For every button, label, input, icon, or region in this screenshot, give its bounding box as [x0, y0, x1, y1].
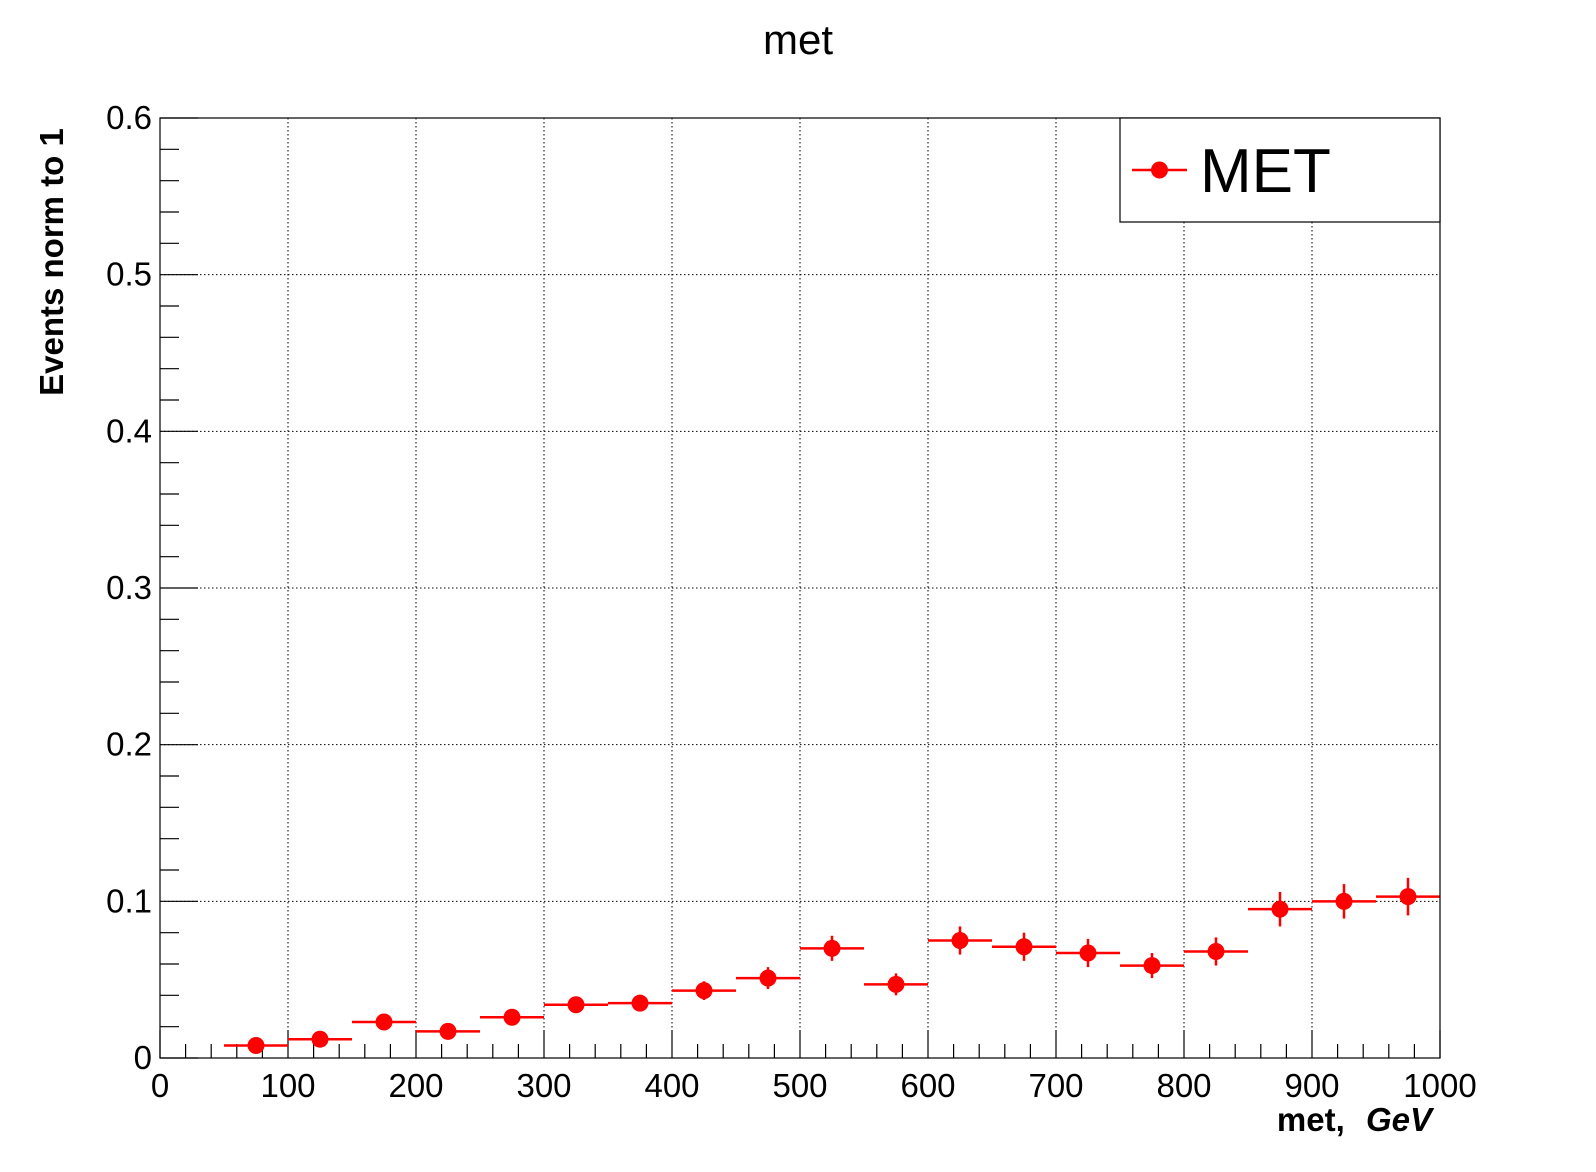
data-point-marker	[951, 932, 969, 949]
x-tick-label: 300	[516, 1067, 571, 1104]
y-tick-label: 0.1	[106, 882, 152, 919]
data-point	[608, 994, 672, 1012]
legend-marker-dot	[1151, 161, 1168, 179]
data-point-marker	[503, 1008, 521, 1026]
legend-entry-met: MET	[1200, 137, 1331, 206]
data-point-marker	[247, 1036, 265, 1054]
y-tick-label: 0.3	[106, 569, 152, 606]
data-point	[1120, 953, 1184, 979]
x-axis-label: met, GeV	[1277, 1101, 1435, 1138]
x-tick-label: 400	[644, 1067, 699, 1104]
x-axis-label-unit: GeV	[1366, 1101, 1435, 1138]
data-point	[1056, 938, 1120, 968]
data-point	[416, 1022, 480, 1040]
x-tick-label: 100	[260, 1067, 315, 1104]
data-point-marker	[311, 1030, 329, 1048]
data-point	[992, 932, 1056, 961]
data-point	[1248, 891, 1312, 927]
data-point	[224, 1036, 288, 1054]
data-point-marker	[1079, 944, 1097, 962]
data-point	[1312, 884, 1376, 919]
legend: MET	[1119, 117, 1441, 223]
data-point-marker	[567, 996, 585, 1014]
data-point	[736, 967, 800, 990]
data-point-marker	[1015, 938, 1033, 956]
x-tick-label: 600	[900, 1067, 955, 1104]
data-point-marker	[375, 1013, 393, 1031]
y-tick-label: 0.4	[106, 412, 152, 449]
data-point-marker	[1399, 888, 1417, 906]
data-point-marker	[823, 939, 841, 957]
data-point	[800, 935, 864, 961]
x-axis-label-name: met,	[1277, 1101, 1345, 1138]
data-point-marker	[631, 994, 649, 1012]
tick-labels: 0 100 200 300 400 500 600 700 800 900 1000 0 0.1 0.2 0…	[106, 99, 1477, 1104]
data-point	[672, 981, 736, 1001]
x-tick-label: 200	[388, 1067, 443, 1104]
y-tick-label: 0.2	[106, 726, 152, 763]
grid-lines	[160, 118, 1440, 1058]
y-tick-label: 0.5	[106, 256, 152, 293]
data-point-marker	[1207, 942, 1225, 960]
data-point	[288, 1030, 352, 1048]
data-point	[864, 973, 928, 996]
data-point-marker	[695, 982, 713, 1000]
x-tick-label: 900	[1284, 1067, 1339, 1104]
x-tick-label: 0	[151, 1067, 169, 1104]
data-point-marker	[1143, 957, 1161, 975]
data-point-marker	[439, 1022, 457, 1040]
y-axis-label: Events norm to 1	[33, 128, 70, 396]
plot-frame	[159, 117, 1441, 1059]
y-tick-label: 0.6	[106, 99, 152, 136]
x-tick-label: 500	[772, 1067, 827, 1104]
data-point	[1376, 877, 1440, 916]
data-point-marker	[1335, 892, 1353, 910]
y-tick-label: 0	[134, 1039, 152, 1076]
x-tick-label: 1000	[1403, 1067, 1476, 1104]
data-point	[544, 996, 608, 1014]
x-tick-label: 700	[1028, 1067, 1083, 1104]
axis-ticks	[159, 117, 1441, 1059]
data-point-marker	[1271, 900, 1289, 918]
data-points	[224, 877, 1440, 1054]
data-point	[352, 1013, 416, 1031]
data-point	[1184, 937, 1248, 966]
data-point-marker	[759, 969, 777, 987]
chart-title: met	[763, 16, 833, 63]
data-point-marker	[887, 975, 905, 993]
x-tick-label: 800	[1156, 1067, 1211, 1104]
data-point	[928, 926, 992, 955]
data-point	[480, 1008, 544, 1026]
